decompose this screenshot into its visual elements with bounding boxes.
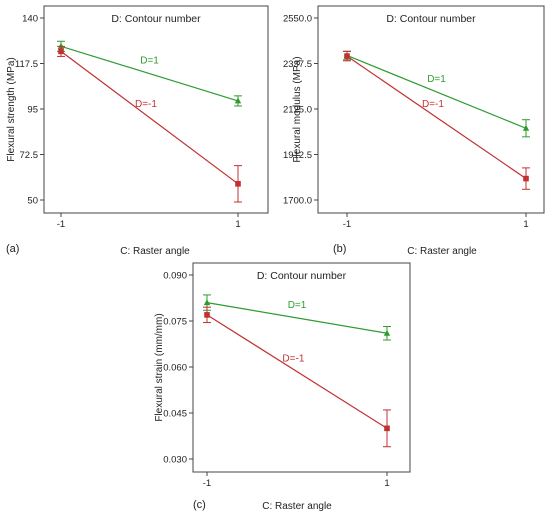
data-point-square: [58, 48, 64, 55]
chart-title: D: Contour number: [111, 13, 201, 25]
y-axis-label: Flexural strain (mm/mm): [154, 313, 165, 421]
y-axis-label: Flexural strength (MPa): [6, 57, 17, 161]
data-point-square: [523, 175, 529, 182]
x-axis-label: C: Raster angle: [120, 246, 190, 257]
series-label: D=-1: [135, 99, 157, 110]
x-tick-label: -1: [343, 219, 351, 230]
chart-panel-2: D: Contour number 1700.0 1912.5 2125.0 2337.…: [283, 5, 545, 257]
y-tick-label: 0.030: [163, 455, 187, 466]
chart-title: D: Contour number: [257, 270, 347, 282]
series-line-D=1: [60, 45, 239, 102]
x-tick-label: 1: [384, 478, 389, 489]
y-tick-label: 72.5: [20, 150, 39, 161]
data-point-square: [344, 53, 350, 59]
series-label: D=-1: [422, 99, 444, 110]
data-point-triangle: [234, 97, 242, 104]
panel-label: (b): [333, 243, 346, 255]
y-tick-label: 0.090: [163, 271, 187, 282]
chart-panel-1: D: Contour number 50 72.5 95 117.5 140 -1 1 C: R…: [6, 5, 269, 257]
panel-label: (c): [193, 499, 206, 511]
y-tick-label: 95: [27, 105, 38, 116]
x-axis-label: C: Raster angle: [262, 501, 332, 512]
series-label: D=1: [427, 74, 446, 85]
series-line-D=-1: [346, 55, 527, 180]
x-axis-label: C: Raster angle: [407, 246, 477, 257]
y-tick-label: 2125.0: [283, 105, 312, 116]
plot-frame: [192, 262, 411, 473]
x-tick-label: 1: [523, 219, 528, 230]
data-point-square: [235, 181, 241, 187]
data-point-square: [204, 312, 210, 318]
data-point-square: [384, 425, 390, 432]
series-label: D=1: [140, 56, 159, 67]
y-tick-label: 0.075: [163, 317, 187, 328]
y-tick-label: 140: [22, 14, 38, 25]
panel-label: (a): [6, 243, 19, 255]
y-tick-label: 2550.0: [283, 14, 312, 25]
series-label: D=1: [288, 300, 307, 311]
y-tick-label: 117.5: [15, 59, 38, 70]
y-tick-label: 1700.0: [283, 196, 312, 207]
series-line-D=1: [206, 302, 388, 334]
chart-title: D: Contour number: [386, 13, 476, 25]
y-axis-label: Flexural modulus (MPa): [292, 56, 303, 162]
series-line-D=1: [346, 54, 527, 129]
data-point-triangle: [522, 124, 530, 131]
x-tick-label: 1: [235, 219, 240, 230]
y-tick-label: 1912.5: [283, 150, 312, 161]
data-point-triangle: [383, 329, 391, 336]
x-tick-label: -1: [57, 219, 65, 230]
series-line-D=-1: [60, 50, 239, 185]
data-point-triangle: [203, 299, 211, 306]
chart-panel-3: D: Contour number 0.030 0.045 0.060 0.075 0.0…: [154, 262, 411, 512]
y-tick-label: 50: [27, 196, 38, 207]
y-tick-label: 2337.5: [283, 59, 312, 70]
y-tick-label: 0.045: [163, 409, 187, 420]
x-tick-label: -1: [203, 478, 211, 489]
series-line-D=-1: [206, 314, 388, 429]
series-label: D=-1: [282, 353, 304, 364]
y-tick-label: 0.060: [163, 363, 187, 374]
